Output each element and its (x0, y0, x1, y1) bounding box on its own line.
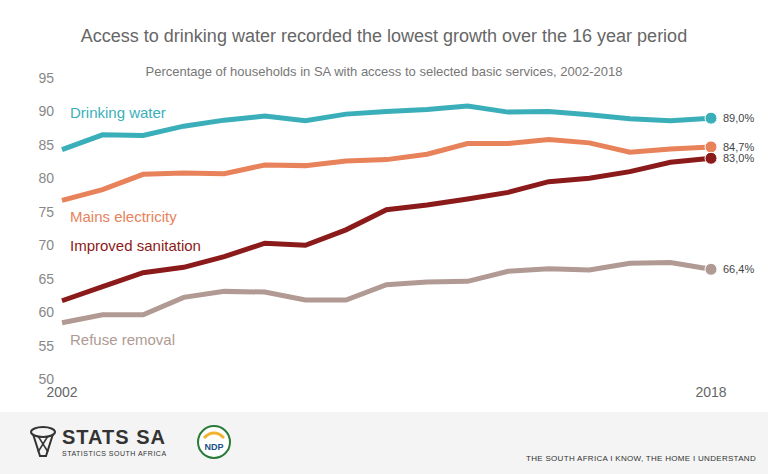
svg-text:75: 75 (38, 204, 54, 220)
svg-text:Improved sanitation: Improved sanitation (70, 237, 201, 254)
svg-text:70: 70 (38, 237, 54, 253)
html-text:Access to drinking water recor: Access to drinking water recorded the lo… (80, 26, 688, 46)
html-text:STATISTICS SOUTH AFRICA: STATISTICS SOUTH AFRICA (62, 450, 167, 457)
svg-text:2018: 2018 (695, 384, 726, 400)
html-text:THE SOUTH AFRICA I KNOW, THE H: THE SOUTH AFRICA I KNOW, THE HOME I UNDE… (526, 454, 756, 463)
svg-text:NDP: NDP (204, 442, 223, 452)
svg-text:60: 60 (38, 304, 54, 320)
svg-text:66,4%: 66,4% (723, 263, 754, 275)
svg-text:Refuse removal: Refuse removal (70, 331, 175, 348)
html-text:Percentage of households in SA: Percentage of households in SA with acce… (145, 64, 623, 79)
svg-text:80: 80 (38, 170, 54, 186)
svg-text:85: 85 (38, 137, 54, 153)
svg-text:Mains electricity: Mains electricity (70, 208, 177, 225)
svg-text:90: 90 (38, 103, 54, 119)
svg-text:2002: 2002 (46, 383, 78, 400)
svg-text:Drinking water: Drinking water (70, 104, 166, 121)
html-text:STATS SA: STATS SA (62, 426, 166, 448)
svg-text:65: 65 (38, 271, 54, 287)
svg-text:89,0%: 89,0% (723, 112, 754, 124)
svg-text:83,0%: 83,0% (723, 152, 754, 164)
svg-text:95: 95 (38, 70, 54, 86)
svg-text:55: 55 (38, 338, 54, 354)
svg-text:50: 50 (38, 371, 54, 387)
svg-text:84,7%: 84,7% (723, 141, 754, 153)
